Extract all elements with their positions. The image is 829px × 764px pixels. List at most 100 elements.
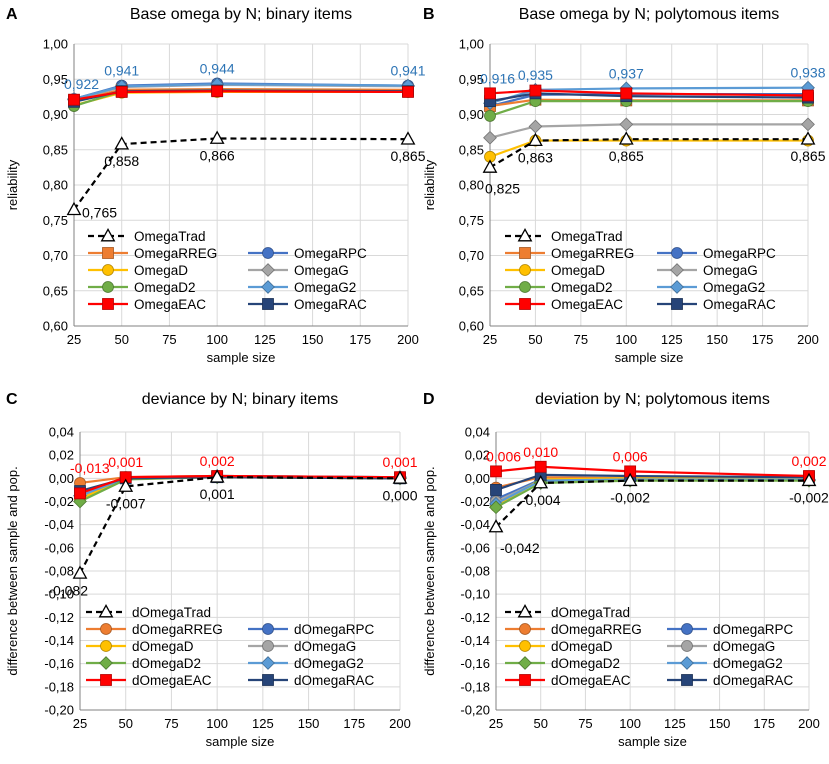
legend-label: dOmegaD: [132, 639, 194, 654]
legend-marker: [519, 623, 531, 635]
x-tick-label: 200: [397, 332, 419, 347]
data-point: [482, 159, 498, 173]
x-tick-label: 125: [252, 716, 274, 731]
data-point: [528, 132, 543, 147]
legend-item: dOmegaG2: [248, 656, 364, 671]
legend-label: OmegaTrad: [551, 229, 623, 244]
series-line: [73, 83, 409, 101]
legend-label: OmegaG2: [294, 280, 356, 295]
legend-item: dOmegaRAC: [667, 673, 794, 688]
data-point: [118, 478, 134, 492]
series-omegaeac: [68, 85, 414, 106]
y-tick-label: 0,65: [43, 283, 68, 298]
data-label-top: 0,006: [486, 448, 521, 464]
legend-marker: [680, 656, 694, 670]
data-point: [488, 519, 504, 533]
x-tick-label: 125: [254, 332, 276, 347]
legend-item: OmegaTrad: [505, 228, 623, 244]
legend-marker: [99, 656, 113, 670]
legend-label: dOmegaRREG: [551, 622, 642, 637]
data-label-bottom: 0,001: [200, 486, 235, 502]
data-label-top: 0,006: [613, 448, 648, 464]
y-axis-label: reliability: [5, 159, 20, 210]
data-point: [483, 130, 497, 145]
y-tick-label: 0,75: [459, 213, 484, 228]
legend-item: OmegaD: [505, 263, 605, 278]
x-tick-label: 175: [753, 716, 775, 731]
legend-item: OmegaG2: [657, 280, 765, 295]
legend-marker: [261, 263, 275, 277]
data-label-bottom: 0,865: [609, 148, 644, 164]
legend-marker: [519, 674, 531, 686]
legend-label: dOmegaRAC: [294, 673, 375, 688]
legend-item: OmegaD2: [505, 280, 613, 295]
legend-label: dOmegaRAC: [713, 673, 794, 688]
y-axis-label: difference between sample and pop.: [5, 466, 20, 675]
y-axis-label: difference between sample and pop.: [422, 466, 437, 675]
data-label-bottom: -0,042: [500, 540, 540, 556]
legend-marker: [519, 298, 531, 310]
legend-label: OmegaEAC: [134, 297, 206, 312]
y-tick-label: -0,02: [460, 494, 490, 509]
legend-label: dOmegaTrad: [551, 605, 630, 620]
data-point: [114, 136, 130, 150]
x-axis-label: sample size: [618, 734, 687, 749]
legend-marker: [671, 298, 683, 310]
chart-title: deviance by N; binary items: [142, 391, 339, 408]
legend-marker: [670, 263, 684, 277]
x-tick-label: 50: [118, 716, 132, 731]
y-tick-label: -0,18: [460, 679, 490, 694]
legend-label: OmegaRREG: [551, 246, 634, 261]
legend-item: OmegaRPC: [248, 246, 367, 261]
legend-item: OmegaD: [88, 263, 188, 278]
legend-item: OmegaG2: [248, 280, 356, 295]
legend-marker: [681, 623, 693, 635]
legend-label: dOmegaD: [551, 639, 613, 654]
data-label-top: 0,001: [382, 454, 417, 470]
x-tick-label: 200: [389, 716, 411, 731]
data-point: [392, 470, 408, 484]
legend-item: OmegaG: [248, 263, 349, 278]
data-label-bottom: 0,863: [518, 150, 553, 166]
x-tick-label: 200: [798, 716, 820, 731]
y-tick-label: 0,02: [465, 448, 490, 463]
series-line: [489, 123, 808, 139]
data-point: [802, 89, 814, 102]
legend-marker: [100, 623, 112, 635]
legend: dOmegaTrad dOmegaRPC dOmegaRREG dOmegaG dOme…: [505, 604, 794, 688]
data-point: [402, 86, 414, 98]
data-label-bottom: 0,866: [200, 147, 235, 163]
x-tick-label: 125: [661, 332, 683, 347]
series-omegatrad: [482, 131, 816, 173]
series-line: [495, 473, 810, 491]
x-tick-label: 25: [483, 332, 497, 347]
data-label-bottom: 0,865: [790, 148, 825, 164]
data-point: [68, 93, 80, 106]
legend-marker: [100, 640, 112, 652]
data-label-top: 0,002: [791, 453, 826, 469]
legend-marker: [261, 656, 275, 670]
x-tick-label: 100: [615, 332, 637, 347]
y-tick-label: -0,20: [460, 703, 490, 718]
data-label-top: 0,916: [480, 70, 515, 86]
x-tick-label: 75: [574, 332, 588, 347]
series-line: [489, 89, 809, 97]
data-label-top: 0,922: [64, 76, 99, 92]
data-label-bottom: -0,002: [789, 490, 829, 506]
y-tick-label: 0,80: [459, 178, 484, 193]
legend-item: dOmegaRREG: [505, 622, 642, 637]
legend-marker: [517, 604, 533, 618]
data-point: [115, 86, 128, 98]
y-tick-label: -0,16: [44, 656, 74, 671]
y-tick-label: -0,10: [44, 587, 74, 602]
data-point: [801, 117, 815, 132]
legend-item: dOmegaEAC: [86, 673, 212, 688]
y-tick-label: -0,02: [44, 494, 74, 509]
y-tick-label: -0,10: [460, 587, 490, 602]
data-point: [622, 472, 638, 487]
data-label-top: 0,935: [518, 67, 553, 83]
data-label-top: 0,001: [108, 454, 143, 470]
y-tick-label: -0,08: [44, 564, 74, 579]
data-point: [801, 472, 817, 487]
